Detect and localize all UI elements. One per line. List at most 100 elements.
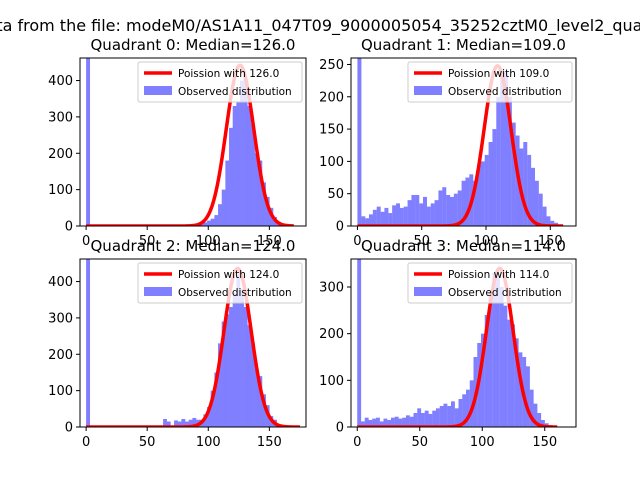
x-tick-label: 0 <box>353 435 361 450</box>
histogram-bar <box>504 70 508 226</box>
histogram-bar <box>258 160 263 226</box>
histogram-bar <box>221 189 226 226</box>
histogram-bar <box>492 129 497 226</box>
x-tick-label: 50 <box>413 234 430 249</box>
x-tick-label: 50 <box>139 435 156 450</box>
y-tick-label: 0 <box>65 220 73 235</box>
legend-box <box>137 61 303 103</box>
histogram-bar <box>364 417 369 427</box>
histogram-bar <box>254 368 259 427</box>
histogram-bar <box>388 213 393 226</box>
legend-poisson-label: Poission with 114.0 <box>448 269 549 281</box>
histogram-bar <box>365 218 370 226</box>
poisson-curve <box>84 266 302 427</box>
legend-box <box>407 61 573 103</box>
poisson-curve <box>356 266 559 427</box>
subplot-3: Quadrant 3: Median=114.00 50 100 1500100200… <box>319 237 577 450</box>
legend: Poission with 124.0 Observed distribution <box>137 262 303 304</box>
histogram-bar <box>450 196 454 226</box>
histogram-bar <box>421 413 425 427</box>
histogram-bar <box>86 259 91 427</box>
histogram-bar <box>185 421 189 427</box>
axes-frame <box>350 258 577 428</box>
histogram-bar <box>225 314 230 427</box>
histogram-bar <box>232 106 237 226</box>
histogram-bar <box>409 416 414 427</box>
histogram-bar <box>207 220 211 226</box>
histogram-bar <box>496 277 500 427</box>
histogram-bar <box>550 220 555 226</box>
axes-frame <box>350 57 577 227</box>
histogram-bar <box>417 408 422 427</box>
histogram-bar <box>458 399 463 427</box>
histogram-bar <box>247 325 252 427</box>
histogram-bar <box>403 206 408 226</box>
histogram-bar <box>372 418 377 427</box>
legend: Poission with 114.0 Observed distribution <box>407 262 573 304</box>
histogram-bar <box>392 205 397 226</box>
histogram-bar <box>407 200 412 226</box>
y-tick-label: 0 <box>336 421 344 436</box>
histogram-bar <box>240 80 244 226</box>
histogram-bar <box>426 206 431 226</box>
histogram-bar <box>210 218 215 226</box>
histogram-bar <box>254 153 259 226</box>
histogram-bar <box>376 417 380 427</box>
y-tick-label: 400 <box>48 74 73 89</box>
histogram-bar <box>537 413 542 427</box>
histogram-bar <box>203 414 208 427</box>
legend-poisson-label: Poission with 109.0 <box>448 68 549 80</box>
y-tick-label: 100 <box>48 384 73 399</box>
legend-observed-label: Observed distribution <box>448 287 562 299</box>
histogram-bar <box>430 203 435 226</box>
histogram-bar <box>424 410 429 427</box>
x-tick-label: 150 <box>257 435 282 450</box>
histogram-bar <box>86 58 91 226</box>
x-tick-label: 150 <box>532 435 557 450</box>
histogram-bar <box>484 315 489 427</box>
y-tick-label: 300 <box>48 110 73 125</box>
histogram-bar <box>436 408 440 427</box>
figure-suptitle: Plots for data from the file: modeM0/AS1… <box>0 16 640 36</box>
histogram-bar <box>369 214 373 226</box>
histogram-bar <box>453 193 458 226</box>
plot-area <box>84 259 302 427</box>
y-tick-label: 100 <box>319 374 344 389</box>
histogram-bar <box>511 122 516 226</box>
histogram-bar <box>527 154 532 226</box>
histogram-bar <box>258 376 263 427</box>
legend-observed-swatch <box>144 86 172 95</box>
histogram-bar <box>361 216 366 226</box>
histogram-bar <box>465 177 470 226</box>
histogram-bar <box>507 319 512 427</box>
histogram-bar <box>236 102 241 226</box>
histogram-bar <box>396 203 400 226</box>
legend-observed-label: Observed distribution <box>178 287 292 299</box>
histogram-bar <box>477 164 481 226</box>
legend-observed-swatch <box>144 287 172 296</box>
histogram-bar <box>229 307 233 427</box>
legend-observed-swatch <box>414 86 442 95</box>
histogram-bar <box>383 418 388 427</box>
histogram-bar <box>451 401 455 427</box>
histogram-bar <box>432 410 437 427</box>
histogram-bar <box>199 223 204 226</box>
histogram-bar <box>177 421 182 427</box>
y-tick-label: 150 <box>319 123 344 138</box>
x-tick-label: 50 <box>411 435 428 450</box>
histogram-bar <box>394 416 399 427</box>
histogram-bar <box>368 420 373 427</box>
histogram-bar <box>488 291 493 427</box>
histogram-bar <box>531 167 535 226</box>
y-tick-label: 100 <box>48 183 73 198</box>
x-tick-label: 150 <box>538 234 563 249</box>
legend: Poission with 109.0 Observed distribution <box>407 61 573 103</box>
y-tick-label: 200 <box>319 90 344 105</box>
histogram-bar <box>438 190 443 226</box>
histogram-bar <box>265 196 270 226</box>
histogram-bar <box>203 222 208 226</box>
histogram-bar <box>484 154 489 226</box>
y-tick-label: 250 <box>319 58 344 73</box>
histogram-bar <box>181 419 186 427</box>
